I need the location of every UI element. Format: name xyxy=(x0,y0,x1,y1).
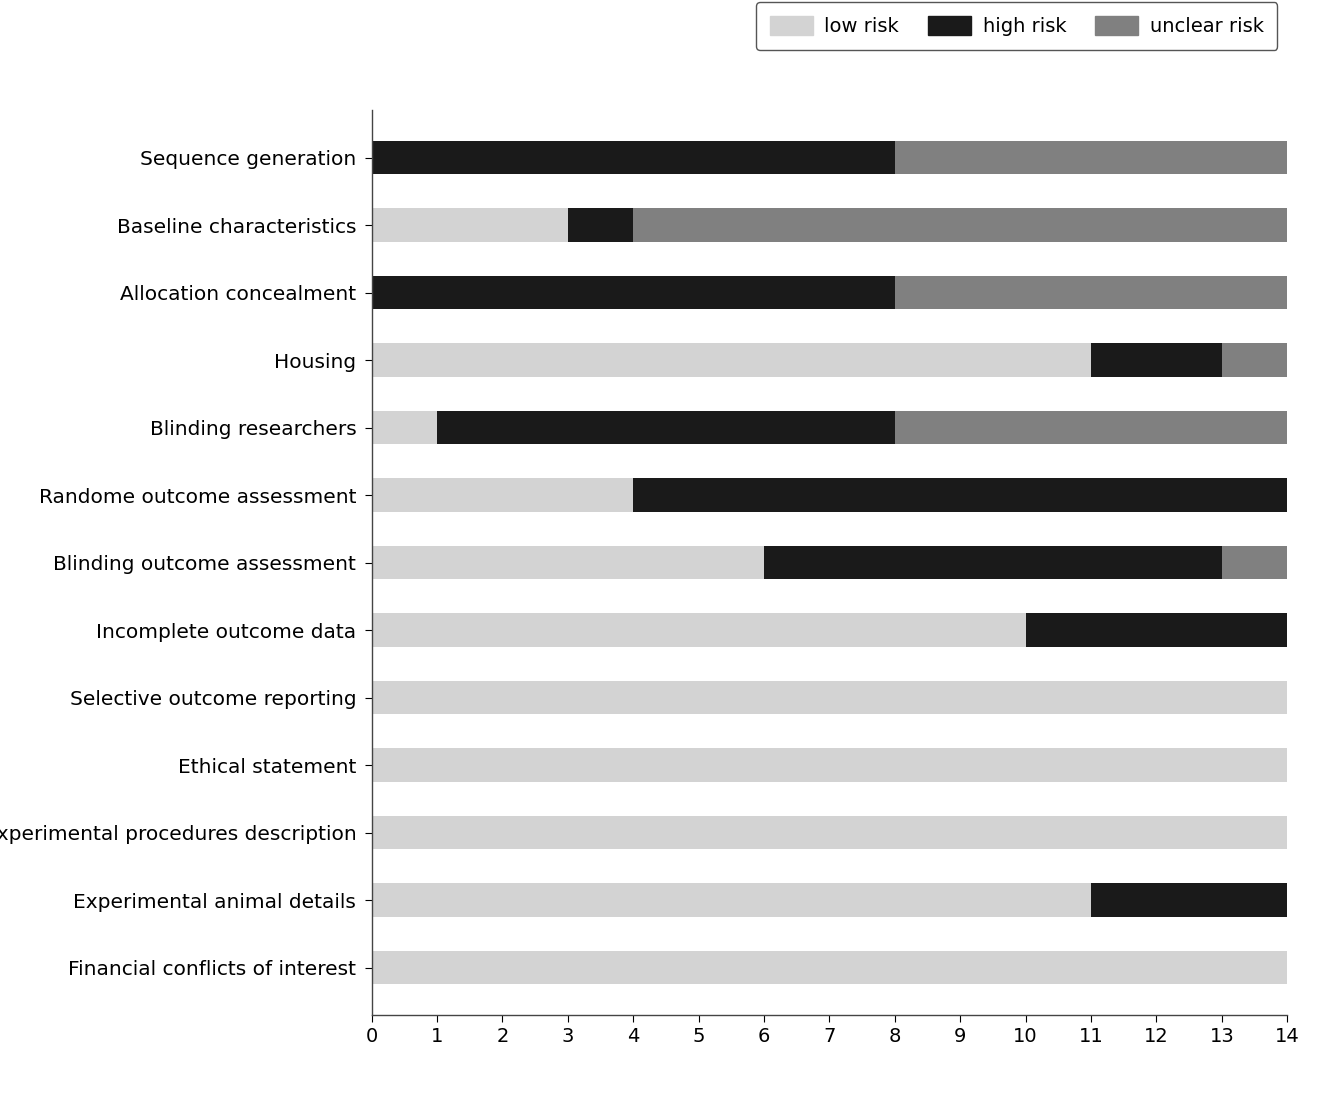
Bar xyxy=(372,884,1091,917)
Bar xyxy=(894,410,1287,445)
Bar xyxy=(372,208,568,242)
Bar xyxy=(1026,613,1287,646)
Bar xyxy=(894,141,1287,174)
Bar xyxy=(372,815,1287,849)
Bar xyxy=(372,410,437,445)
Bar xyxy=(568,208,633,242)
Bar xyxy=(372,343,1091,377)
Bar xyxy=(1222,343,1287,377)
Bar xyxy=(372,141,894,174)
Bar xyxy=(372,613,1026,646)
Bar xyxy=(372,546,764,579)
Bar xyxy=(372,681,1287,715)
Bar xyxy=(1091,884,1287,917)
Bar xyxy=(633,479,1287,512)
Bar xyxy=(372,748,1287,782)
Bar xyxy=(1091,343,1222,377)
Bar xyxy=(372,951,1287,984)
Bar xyxy=(372,276,894,310)
Legend: low risk, high risk, unclear risk: low risk, high risk, unclear risk xyxy=(756,2,1278,50)
Bar xyxy=(633,208,1287,242)
Bar xyxy=(437,410,894,445)
Bar xyxy=(894,276,1287,310)
Bar xyxy=(372,479,633,512)
Bar xyxy=(1222,546,1287,579)
Bar xyxy=(764,546,1222,579)
